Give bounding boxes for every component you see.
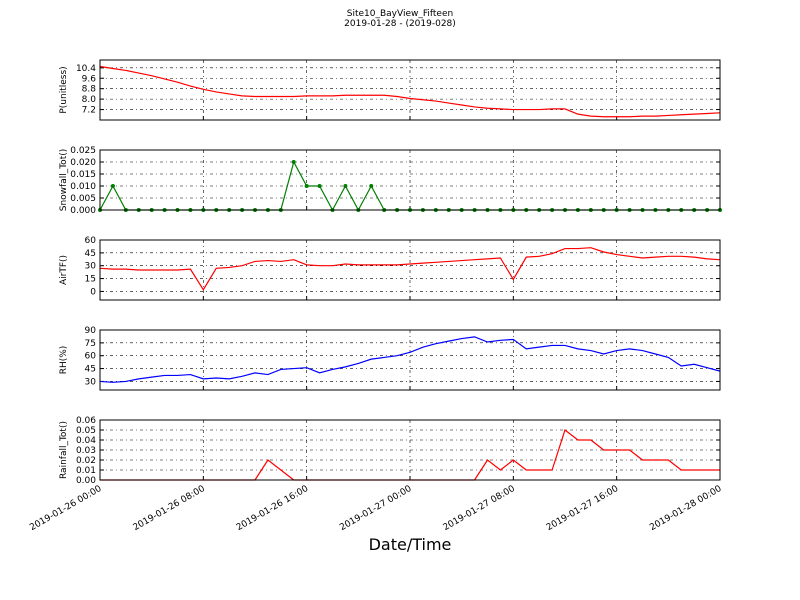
figure-subtitle: 2019-01-28 - (2019-028) (344, 19, 456, 29)
plot-frame (99, 59, 721, 121)
y-tick-label: 75 (85, 339, 96, 349)
y-tick-label: 10.4 (76, 64, 96, 74)
y-tick-label: 0.01 (76, 466, 96, 476)
y-tick-label: 0.05 (76, 426, 96, 436)
y-tick-label: 8.0 (82, 95, 97, 105)
y-tick-label: 45 (85, 249, 96, 259)
series-line (99, 65, 721, 118)
y-tick-label: 0.06 (76, 416, 96, 426)
y-tick-label: 60 (85, 236, 97, 246)
y-tick-label: 45 (85, 365, 96, 375)
point-marker (369, 184, 374, 188)
series-line (99, 247, 721, 291)
y-tick-label: 0.000 (70, 206, 96, 216)
y-tick-label: 0.03 (76, 446, 96, 456)
y-tick-label: 0.005 (70, 194, 96, 204)
plot-frame (99, 419, 721, 481)
point-marker (110, 184, 115, 188)
y-axis-label: RH(%) (59, 346, 69, 375)
y-tick-label: 0.020 (70, 158, 96, 168)
y-tick-label: 0.02 (76, 456, 96, 466)
y-tick-label: 0.04 (76, 436, 96, 446)
x-axis-label: Date/Time (369, 535, 452, 554)
y-axis-label: Snowfall_Tot() (59, 149, 69, 212)
y-tick-label: 15 (85, 275, 96, 285)
y-tick-label: 9.6 (82, 74, 97, 84)
y-tick-label: 30 (85, 262, 97, 272)
point-marker (304, 184, 309, 188)
y-tick-label: 60 (85, 352, 97, 362)
y-axis-label: Rainfall_Tot() (59, 421, 69, 479)
point-marker (291, 160, 296, 164)
plot-frame (99, 329, 721, 391)
y-axis-label: AirTF() (59, 255, 69, 285)
figure-title: Site10_BayView_Fifteen (347, 9, 453, 19)
y-tick-label: 0.00 (76, 476, 96, 486)
y-tick-label: 0.025 (70, 146, 96, 156)
y-tick-label: 0 (90, 287, 96, 297)
y-tick-label: 30 (85, 377, 97, 387)
point-marker (343, 184, 348, 188)
y-tick-label: 7.2 (82, 106, 96, 116)
y-tick-label: 0.010 (70, 182, 96, 192)
y-tick-label: 90 (85, 326, 97, 336)
y-tick-label: 8.8 (82, 85, 97, 95)
y-axis-label: P(unitless) (59, 66, 69, 113)
series-line (99, 336, 721, 383)
y-tick-label: 0.015 (70, 170, 96, 180)
plot-frame (99, 239, 721, 301)
point-marker (317, 184, 322, 188)
plot-frame (99, 149, 721, 211)
